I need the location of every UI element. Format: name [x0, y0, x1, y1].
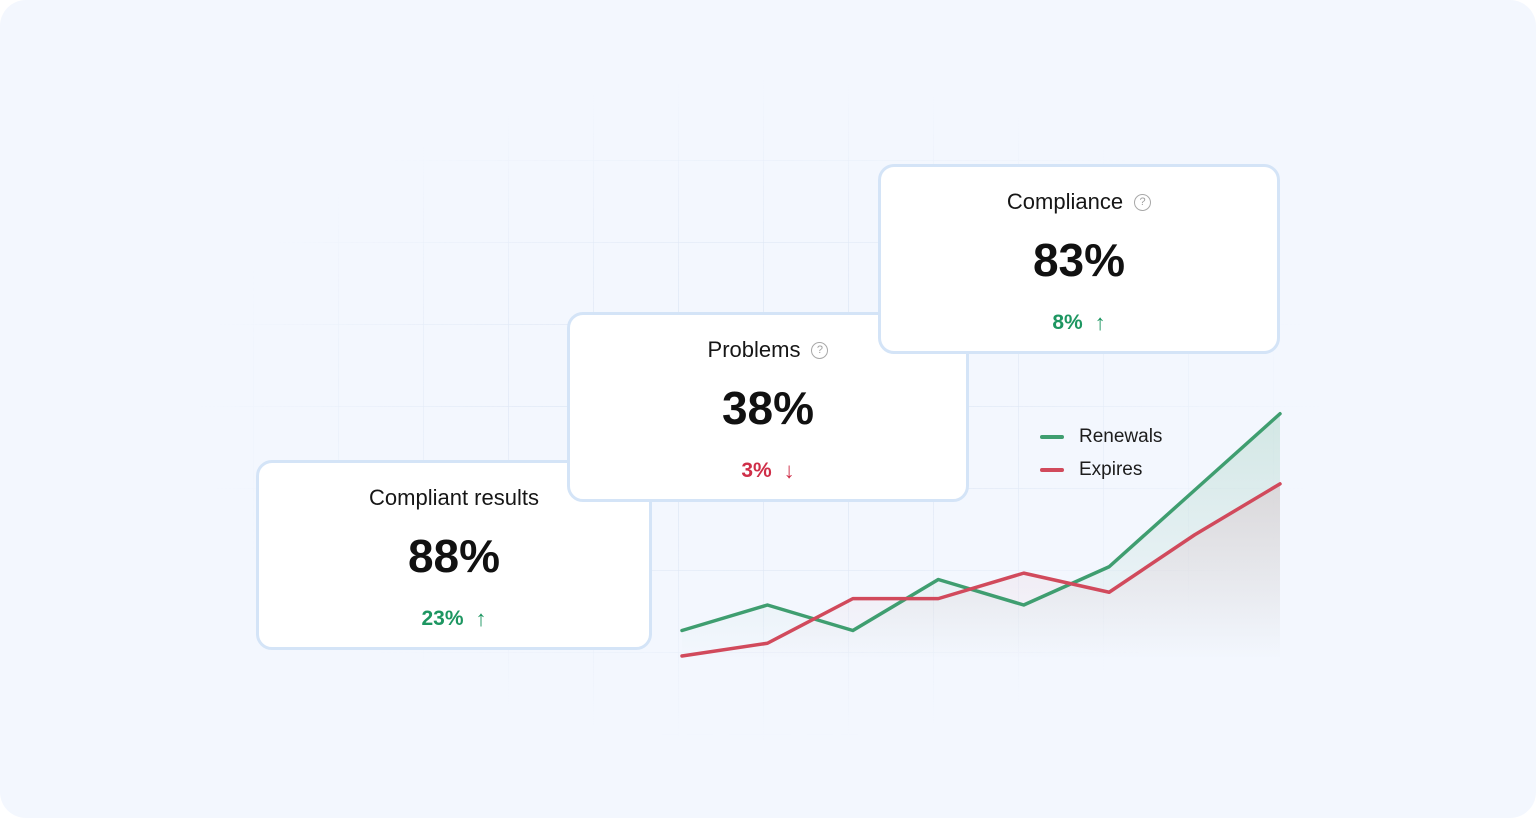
card-title: Compliant results: [259, 485, 649, 511]
card-title: Problems ?: [570, 337, 966, 363]
card-change: 23% ↑: [259, 606, 649, 632]
trend-chart-svg: [680, 412, 1282, 660]
legend-swatch-expires: [1040, 467, 1064, 472]
card-value: 83%: [1032, 234, 1126, 286]
card-title-text: Problems: [707, 337, 801, 362]
card-compliance: Compliance ? 83% 8% ↑: [878, 164, 1280, 354]
chart-legend: Renewals Expires: [1040, 420, 1162, 486]
card-title: Compliance ?: [881, 189, 1277, 215]
card-change-value: 3%: [741, 459, 772, 482]
legend-label-expires: Expires: [1079, 458, 1143, 480]
card-compliant-results: Compliant results 88% 23% ↑: [256, 460, 652, 650]
card-value: 88%: [407, 530, 501, 582]
legend-item-renewals: Renewals: [1040, 420, 1162, 453]
card-title-text: Compliant results: [369, 485, 539, 510]
legend-swatch-renewals: [1040, 434, 1064, 439]
card-value: 38%: [721, 382, 815, 434]
card-change-value: 8%: [1052, 311, 1083, 334]
legend-label-renewals: Renewals: [1079, 425, 1163, 447]
arrow-down-icon: ↓: [783, 458, 795, 483]
card-change: 8% ↑: [881, 310, 1277, 336]
card-change: 3% ↓: [570, 458, 966, 484]
help-icon[interactable]: ?: [1134, 193, 1152, 211]
series-line-renewals: [680, 412, 1282, 633]
arrow-up-icon: ↑: [475, 606, 487, 631]
series-line-expires: [680, 482, 1282, 658]
arrow-up-icon: ↑: [1094, 310, 1106, 335]
series-area-expires: [682, 483, 1280, 660]
card-title-text: Compliance: [1006, 189, 1124, 214]
trend-chart: [680, 400, 1282, 660]
legend-item-expires: Expires: [1040, 453, 1162, 486]
card-change-value: 23%: [421, 607, 464, 630]
help-icon[interactable]: ?: [811, 341, 829, 359]
